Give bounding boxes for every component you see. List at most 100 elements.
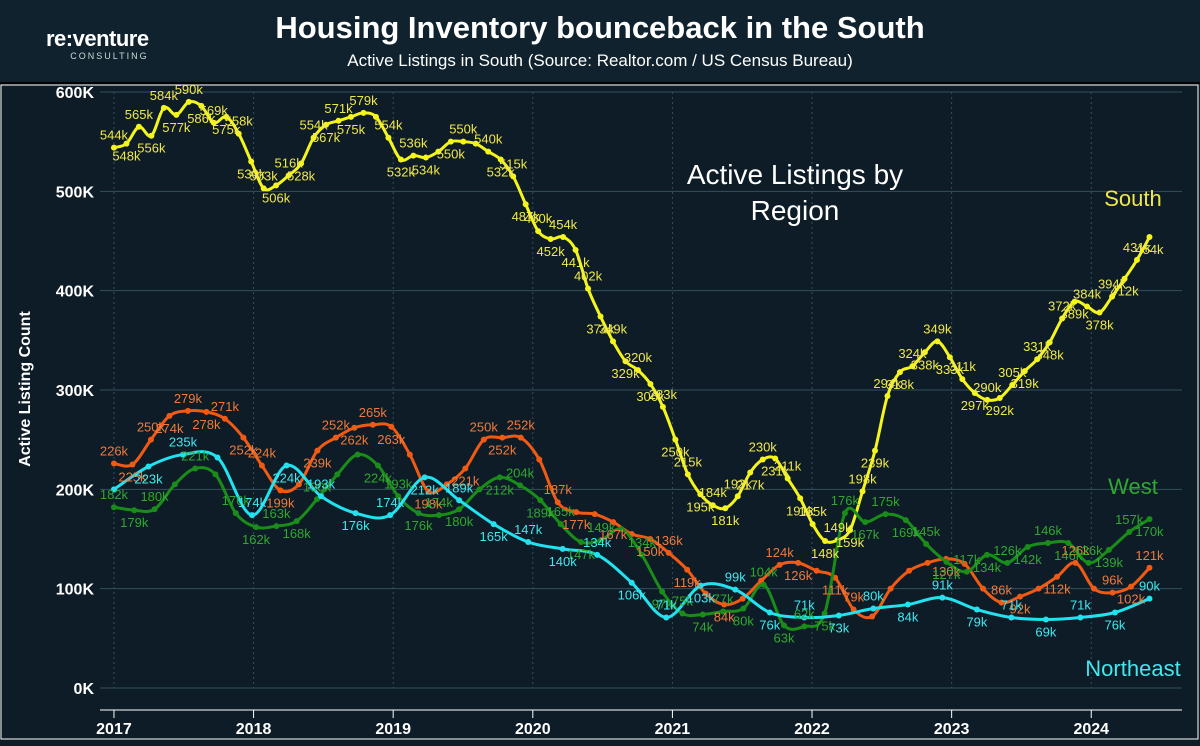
south-data-label: 534k xyxy=(412,163,441,178)
south-data-point xyxy=(634,367,641,374)
south-data-point xyxy=(859,488,866,495)
northeast-data-point xyxy=(318,493,325,500)
midwest-data-label: 150k xyxy=(636,544,665,559)
west-data-label: 204k xyxy=(506,465,535,480)
south-data-point xyxy=(909,363,916,370)
header-bar: re:venture CONSULTING Housing Inventory … xyxy=(0,0,1200,84)
west-data-point xyxy=(354,451,361,458)
south-data-point xyxy=(110,144,117,151)
south-data-point xyxy=(360,109,367,116)
south-data-point xyxy=(871,447,878,454)
south-data-point xyxy=(173,111,180,118)
northeast-data-point xyxy=(456,497,463,504)
south-data-label: 250k xyxy=(661,445,690,460)
west-data-point xyxy=(557,521,564,528)
west-data-label: 74k xyxy=(692,619,713,634)
south-data-label: 331k xyxy=(1023,339,1052,354)
west-data-point xyxy=(517,482,524,489)
midwest-data-point xyxy=(147,436,154,443)
midwest-data-label: 130k xyxy=(932,564,961,579)
south-data-label: 550k xyxy=(437,147,466,162)
midwest-data-point xyxy=(869,613,876,620)
northeast-data-label: 193k xyxy=(307,476,336,491)
midwest-data-label: 111k xyxy=(822,583,849,598)
midwest-data-label: 126k xyxy=(1061,543,1090,558)
midwest-data-point xyxy=(221,415,228,422)
northeast-data-point xyxy=(525,538,532,545)
south-data-point xyxy=(235,130,242,137)
south-data-point xyxy=(273,182,280,189)
midwest-data-point xyxy=(610,519,617,526)
northeast-data-point xyxy=(870,605,877,612)
northeast-data-label: 103k xyxy=(687,591,716,606)
northeast-data-label: 134k xyxy=(583,535,612,550)
northeast-data-point xyxy=(766,609,773,616)
northeast-data-point xyxy=(697,582,704,589)
south-data-label: 565k xyxy=(125,107,154,122)
south-data-label: 550k xyxy=(449,122,478,137)
west-data-point xyxy=(720,608,727,615)
south-data-point xyxy=(460,138,467,145)
south-data-point xyxy=(472,140,479,147)
x-tick-label: 2019 xyxy=(375,721,411,738)
south-data-label: 487k xyxy=(512,209,541,224)
northeast-data-point xyxy=(421,474,428,481)
midwest-data-label: 278k xyxy=(192,417,221,432)
west-data-point xyxy=(1126,529,1133,536)
south-data-label: 586k xyxy=(187,111,216,126)
midwest-data-point xyxy=(332,434,339,441)
northeast-data-label: 71k xyxy=(656,597,677,612)
west-data-point xyxy=(882,511,889,518)
south-data-label: 231k xyxy=(761,464,790,479)
west-data-label: 221k xyxy=(181,448,210,463)
midwest-data-label: 221k xyxy=(451,473,480,488)
x-tick-label: 2024 xyxy=(1073,721,1109,738)
west-data-label: 180k xyxy=(445,514,474,529)
south-data-point xyxy=(522,201,529,208)
west-data-label: 104k xyxy=(750,565,779,580)
northeast-data-point xyxy=(145,463,152,470)
midwest-data-label: 96k xyxy=(1102,573,1123,588)
midwest-data-label: 271k xyxy=(211,399,240,414)
northeast-data-point xyxy=(1146,595,1153,602)
south-data-point xyxy=(422,154,429,161)
midwest-data-label: 92k xyxy=(1010,602,1031,617)
northeast-data-label: 76k xyxy=(1104,618,1125,633)
south-data-label: 217k xyxy=(736,477,765,492)
south-data-point xyxy=(896,369,903,376)
midwest-data-label: 263k xyxy=(377,432,406,447)
midwest-data-point xyxy=(499,434,506,441)
south-data-label: 333k xyxy=(936,362,965,377)
south-data-point xyxy=(323,121,330,128)
south-data-point xyxy=(547,236,554,243)
south-data-label: 191k xyxy=(786,503,815,518)
midwest-data-point xyxy=(795,559,802,566)
south-data-point xyxy=(285,172,292,179)
south-data-point xyxy=(585,285,592,292)
south-data-label: 148k xyxy=(811,546,840,561)
west-data-point xyxy=(476,486,483,493)
midwest-data-label: 239k xyxy=(303,456,332,471)
south-data-point xyxy=(123,140,130,147)
south-data-label: 297k xyxy=(961,398,990,413)
south-data-label: 211k xyxy=(774,458,802,473)
west-data-point xyxy=(374,462,381,469)
midwest-data-label: 252k xyxy=(229,443,258,458)
south-data-label: 575k xyxy=(212,122,241,137)
west-data-label: 193k xyxy=(384,476,413,491)
west-series-end-label: West xyxy=(1108,474,1158,499)
y-axis-label: Active Listing Count xyxy=(17,311,34,467)
south-data-point xyxy=(884,392,891,399)
south-data-label: 532k xyxy=(387,165,416,180)
midwest-data-point xyxy=(203,408,210,415)
west-data-point xyxy=(151,506,158,513)
south-data-label: 292k xyxy=(986,403,1015,418)
midwest-data-point xyxy=(480,436,487,443)
northeast-data-label: 140k xyxy=(549,554,578,569)
west-data-label: 97k xyxy=(652,597,673,612)
northeast-data-point xyxy=(835,612,842,619)
west-data-label: 180k xyxy=(140,489,169,504)
midwest-data-point xyxy=(277,487,284,494)
south-data-point xyxy=(435,148,442,155)
northeast-data-label: 224k xyxy=(272,470,301,485)
